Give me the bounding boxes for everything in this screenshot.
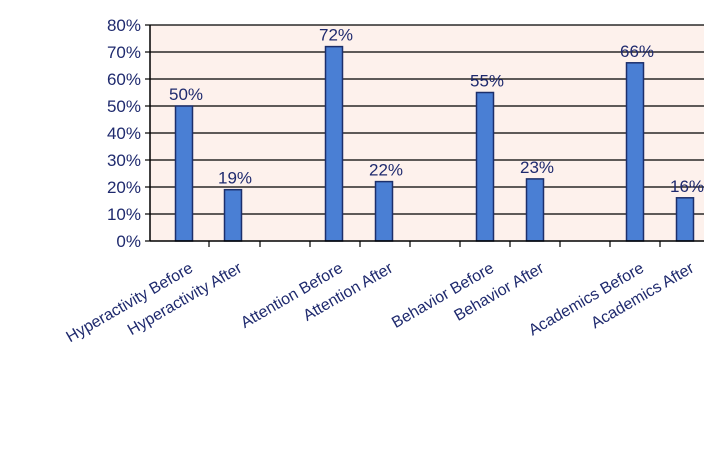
y-tick-label: 80% [107, 16, 141, 35]
y-tick-label: 0% [116, 232, 141, 251]
bar [675, 197, 695, 242]
data-label: 55% [470, 72, 504, 91]
bar [374, 180, 394, 242]
axes [145, 24, 704, 247]
data-labels: 50% 19% 72% 22% 55% 23% 66% 16% [169, 26, 704, 196]
y-tick-label: 30% [107, 151, 141, 170]
bar [525, 178, 545, 242]
y-tick-label: 50% [107, 97, 141, 116]
bar [625, 62, 645, 242]
data-label: 19% [218, 169, 252, 188]
y-tick-label: 40% [107, 124, 141, 143]
data-label: 22% [369, 161, 403, 180]
y-axis-tick-labels: 0% 10% 20% 30% 40% 50% 60% 70% 80% [107, 16, 141, 251]
data-label: 50% [169, 85, 203, 104]
y-tick-label: 10% [107, 205, 141, 224]
data-label: 66% [620, 42, 654, 61]
gridlines [150, 24, 704, 215]
y-tick-label: 60% [107, 70, 141, 89]
bar [223, 188, 243, 242]
bar [174, 105, 194, 242]
bar [324, 45, 344, 242]
bar [475, 91, 495, 242]
y-tick-label: 20% [107, 178, 141, 197]
data-label: 23% [520, 158, 554, 177]
data-label: 72% [319, 26, 353, 45]
y-tick-label: 70% [107, 43, 141, 62]
data-label: 16% [670, 177, 704, 196]
